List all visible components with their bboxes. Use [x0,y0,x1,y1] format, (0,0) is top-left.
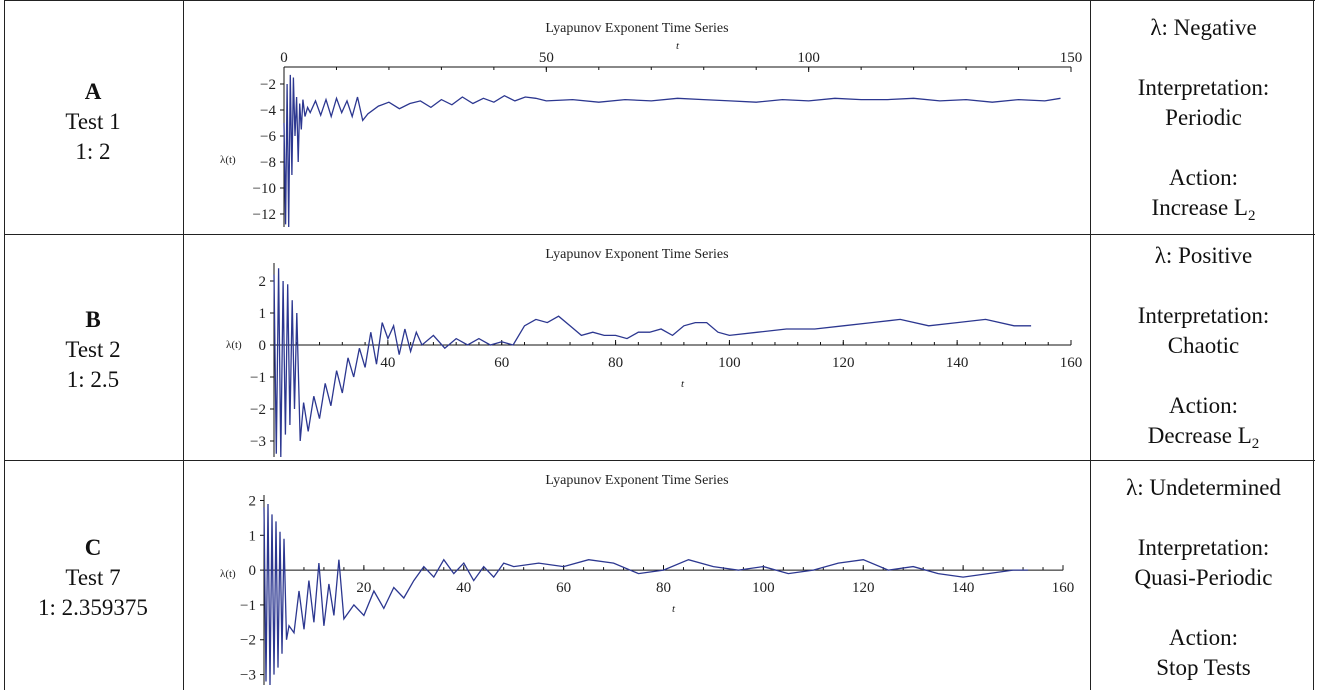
action-label: Action: [1169,165,1238,190]
x-tick-label: 120 [832,355,855,371]
interpretation-label: Interpretation: [1137,535,1270,560]
lambda-sign: λ: Negative [1150,15,1257,40]
interpretation-label: Interpretation: [1137,75,1270,100]
y-tick-label: −4 [260,103,276,119]
y-tick-label: −3 [250,434,266,450]
row-ratio: 1: 2 [75,139,111,164]
chart-panel-a: Lyapunov Exponent Time Series λ(t) t 0 50 100… [184,1,1090,235]
row-ratio: 1: 2.5 [66,367,120,392]
chart-title: Lyapunov Exponent Time Series [545,21,728,36]
column-divider [4,0,5,690]
action-label: Action: [1169,393,1238,418]
y-tick-label: −2 [260,77,276,93]
y-tick-label: 2 [249,493,257,509]
y-axis-label: λ(t) [220,154,236,166]
y-tick-label: −1 [250,370,266,386]
y-tick-label: −1 [240,598,256,614]
x-tick-label: 160 [1060,355,1083,371]
y-tick-label: −8 [260,155,276,171]
row-label-a: A Test 1 1: 2 [4,77,182,167]
row-letter: A [84,79,102,104]
x-tick-label: 150 [1060,50,1083,66]
row-letter: C [84,535,102,560]
action-label: Action: [1169,625,1238,650]
action-value: Increase L2 [1151,195,1256,224]
y-tick-label: 1 [249,528,257,544]
y-tick-label: 2 [259,274,267,290]
result-cell-a: λ: Negative Interpretation: Periodic Act… [1092,13,1315,231]
x-tick-label: 50 [539,50,554,66]
row-test: Test 1 [65,109,121,134]
row-test: Test 2 [65,337,121,362]
x-tick-label: 100 [718,355,741,371]
interpretation-label: Interpretation: [1137,303,1270,328]
y-tick-label: −2 [240,633,256,649]
x-tick-label: 0 [280,50,288,66]
lyapunov-chart-b: Lyapunov Exponent Time Series λ(t) t 40 60 80… [226,247,1083,458]
table-row-c: C Test 7 1: 2.359375 Lyapunov Exponent T… [4,460,1315,691]
y-tick-label: 0 [259,338,267,354]
x-tick-label: 100 [797,50,820,66]
row-label-c: C Test 7 1: 2.359375 [4,533,182,623]
x-tick-label: 40 [456,580,471,596]
x-tick-label: 160 [1052,580,1075,596]
x-tick-label: 140 [946,355,969,371]
y-tick-label: 0 [249,563,257,579]
chart-panel-c: Lyapunov Exponent Time Series λ(t) t 20 40 60… [184,461,1090,691]
x-tick-label: 100 [752,580,775,596]
y-tick-label: 1 [259,306,267,322]
x-axis-label: t [681,378,685,390]
lyapunov-series-line [263,503,1028,686]
y-tick-label: −12 [253,207,276,223]
row-test: Test 7 [65,565,121,590]
lyapunov-chart-a: Lyapunov Exponent Time Series λ(t) t 0 50 100… [220,21,1083,228]
y-tick-label: −6 [260,129,276,145]
x-tick-label: 40 [380,355,395,371]
interpretation-value: Periodic [1165,105,1242,130]
interpretation-value: Quasi-Periodic [1134,565,1273,590]
x-tick-label: 60 [556,580,571,596]
x-tick-label: 20 [356,580,371,596]
chart-panel-b: Lyapunov Exponent Time Series λ(t) t 40 60 80… [184,235,1090,461]
lyapunov-series-line [283,74,1061,228]
row-label-b: B Test 2 1: 2.5 [4,305,182,395]
result-cell-b: λ: Positive Interpretation: Chaotic Acti… [1092,241,1315,459]
row-letter: B [85,307,101,332]
table-row-b: B Test 2 1: 2.5 Lyapunov Exponent Time S… [4,234,1315,461]
x-axis-label: t [676,40,680,52]
y-tick-label: −2 [250,402,266,418]
column-divider [1090,0,1091,690]
y-tick-label: −10 [253,181,276,197]
chart-title: Lyapunov Exponent Time Series [545,247,728,262]
row-ratio: 1: 2.359375 [38,595,148,620]
chart-title: Lyapunov Exponent Time Series [545,473,728,488]
lambda-sign: λ: Positive [1154,243,1253,268]
y-axis-label: λ(t) [220,568,236,580]
y-tick-label: −3 [240,668,256,684]
column-divider [183,0,184,690]
action-value: Stop Tests [1156,655,1251,680]
result-cell-c: λ: Undetermined Interpretation: Quasi-Pe… [1092,473,1315,691]
x-tick-label: 140 [952,580,975,596]
lambda-sign: λ: Undetermined [1126,475,1281,500]
action-value: Decrease L2 [1147,423,1260,452]
lyapunov-series-line [273,268,1032,458]
column-divider [1313,0,1314,690]
x-tick-label: 120 [852,580,875,596]
table-row-a: A Test 1 1: 2 Lyapunov Exponent Time Ser… [4,0,1315,235]
x-tick-label: 80 [608,355,623,371]
x-tick-label: 60 [494,355,509,371]
x-tick-label: 80 [656,580,671,596]
results-table: A Test 1 1: 2 Lyapunov Exponent Time Ser… [4,0,1315,690]
y-axis-label: λ(t) [226,339,242,351]
interpretation-value: Chaotic [1167,333,1240,358]
x-axis-label: t [672,603,676,615]
